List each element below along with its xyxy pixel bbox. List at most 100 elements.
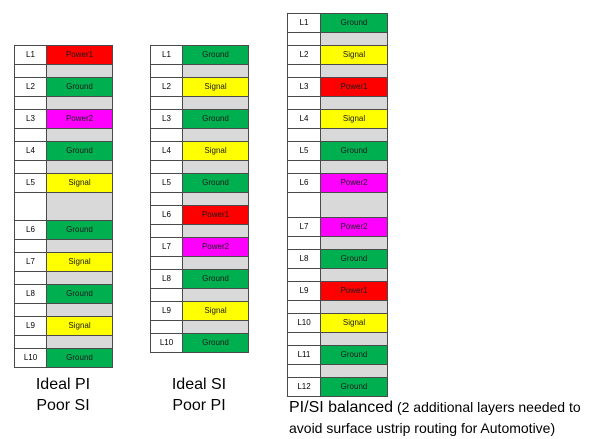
dielectric-row <box>287 364 388 378</box>
layer-row: L10 Signal <box>287 313 388 333</box>
dielectric-label-cell <box>287 268 321 282</box>
dielectric-layer <box>320 192 388 218</box>
layer-label: L5 <box>150 173 183 193</box>
layer-label: L1 <box>14 45 47 65</box>
dielectric-layer <box>182 160 249 174</box>
dielectric-row <box>14 64 113 78</box>
dielectric-layer <box>182 128 249 142</box>
caption-line: Poor PI <box>172 397 226 414</box>
dielectric-layer <box>46 160 113 174</box>
dielectric-row <box>14 160 113 174</box>
layer-row: L10 Ground <box>14 348 113 368</box>
layer-row: L12 Ground <box>287 377 388 397</box>
layer-row: L5 Ground <box>150 173 249 193</box>
dielectric-layer <box>320 332 388 346</box>
layer-power2: Power2 <box>46 109 113 129</box>
dielectric-row <box>150 160 249 174</box>
layer-row: L9 Signal <box>14 316 113 336</box>
layer-row: L2 Signal <box>287 45 388 65</box>
dielectric-label-cell <box>150 224 183 238</box>
dielectric-label-cell <box>14 160 47 174</box>
layer-label: L8 <box>287 249 321 269</box>
stackup-table-ideal-pi: L1 Power1 L2 Ground L3 Power2 L4 Ground L5 Signal… <box>14 45 113 368</box>
layer-signal: Signal <box>46 316 113 336</box>
dielectric-layer <box>182 288 249 302</box>
layer-label: L2 <box>14 77 47 97</box>
layer-ground: Ground <box>46 141 113 161</box>
dielectric-label-cell <box>150 192 183 206</box>
dielectric-row <box>150 288 249 302</box>
dielectric-row <box>14 239 113 253</box>
dielectric-label-cell <box>287 160 321 174</box>
layer-signal: Signal <box>320 313 388 333</box>
dielectric-layer <box>320 32 388 46</box>
layer-row: L4 Ground <box>14 141 113 161</box>
layer-label: L9 <box>14 316 47 336</box>
layer-signal: Signal <box>182 77 249 97</box>
layer-power1: Power1 <box>320 281 388 301</box>
layer-label: L10 <box>150 333 183 353</box>
layer-row: L6 Power1 <box>150 205 249 225</box>
layer-power1: Power1 <box>320 77 388 97</box>
layer-row: L1 Power1 <box>14 45 113 65</box>
dielectric-row <box>14 192 113 221</box>
dielectric-row <box>150 128 249 142</box>
dielectric-label-cell <box>14 128 47 142</box>
dielectric-layer <box>182 256 249 270</box>
dielectric-label-cell <box>14 64 47 78</box>
layer-row: L8 Ground <box>287 249 388 269</box>
layer-label: L1 <box>287 13 321 33</box>
layer-label: L10 <box>287 313 321 333</box>
layer-power2: Power2 <box>320 173 388 193</box>
layer-row: L5 Ground <box>287 141 388 161</box>
layer-label: L4 <box>14 141 47 161</box>
layer-row: L5 Signal <box>14 173 113 193</box>
dielectric-label-cell <box>150 320 183 334</box>
dielectric-row <box>150 224 249 238</box>
dielectric-label-cell <box>150 128 183 142</box>
layer-label: L3 <box>150 109 183 129</box>
dielectric-row <box>287 32 388 46</box>
dielectric-label-cell <box>287 236 321 250</box>
layer-ground: Ground <box>46 348 113 368</box>
layer-label: L3 <box>14 109 47 129</box>
layer-row: L2 Ground <box>14 77 113 97</box>
layer-label: L9 <box>150 301 183 321</box>
dielectric-row <box>150 320 249 334</box>
layer-label: L12 <box>287 377 321 397</box>
dielectric-label-cell <box>287 64 321 78</box>
dielectric-label-cell <box>14 239 47 253</box>
dielectric-layer <box>46 239 113 253</box>
dielectric-layer <box>320 64 388 78</box>
dielectric-row <box>287 236 388 250</box>
caption-line: Ideal PI <box>35 376 91 393</box>
dielectric-label-cell <box>150 160 183 174</box>
layer-ground: Ground <box>320 13 388 33</box>
layer-label: L4 <box>287 109 321 129</box>
caption-ideal-pi: Ideal PI Poor SI <box>14 374 112 416</box>
layer-row: L11 Ground <box>287 345 388 365</box>
dielectric-layer <box>182 224 249 238</box>
layer-label: L7 <box>287 217 321 237</box>
dielectric-label-cell <box>150 64 183 78</box>
layer-row: L3 Power2 <box>14 109 113 129</box>
layer-row: L2 Signal <box>150 77 249 97</box>
layer-row: L7 Power2 <box>150 237 249 257</box>
dielectric-label-cell <box>150 96 183 110</box>
layer-row: L9 Power1 <box>287 281 388 301</box>
layer-signal: Signal <box>320 109 388 129</box>
dielectric-label-cell <box>14 303 47 317</box>
dielectric-row <box>287 268 388 282</box>
dielectric-row <box>14 303 113 317</box>
dielectric-label-cell <box>287 192 321 218</box>
layer-ground: Ground <box>320 345 388 365</box>
dielectric-row <box>287 96 388 110</box>
dielectric-layer <box>320 300 388 314</box>
layer-ground: Ground <box>182 173 249 193</box>
dielectric-row <box>14 96 113 110</box>
layer-ground: Ground <box>46 77 113 97</box>
layer-row: L1 Ground <box>150 45 249 65</box>
dielectric-row <box>150 256 249 270</box>
dielectric-layer <box>320 364 388 378</box>
layer-row: L1 Ground <box>287 13 388 33</box>
